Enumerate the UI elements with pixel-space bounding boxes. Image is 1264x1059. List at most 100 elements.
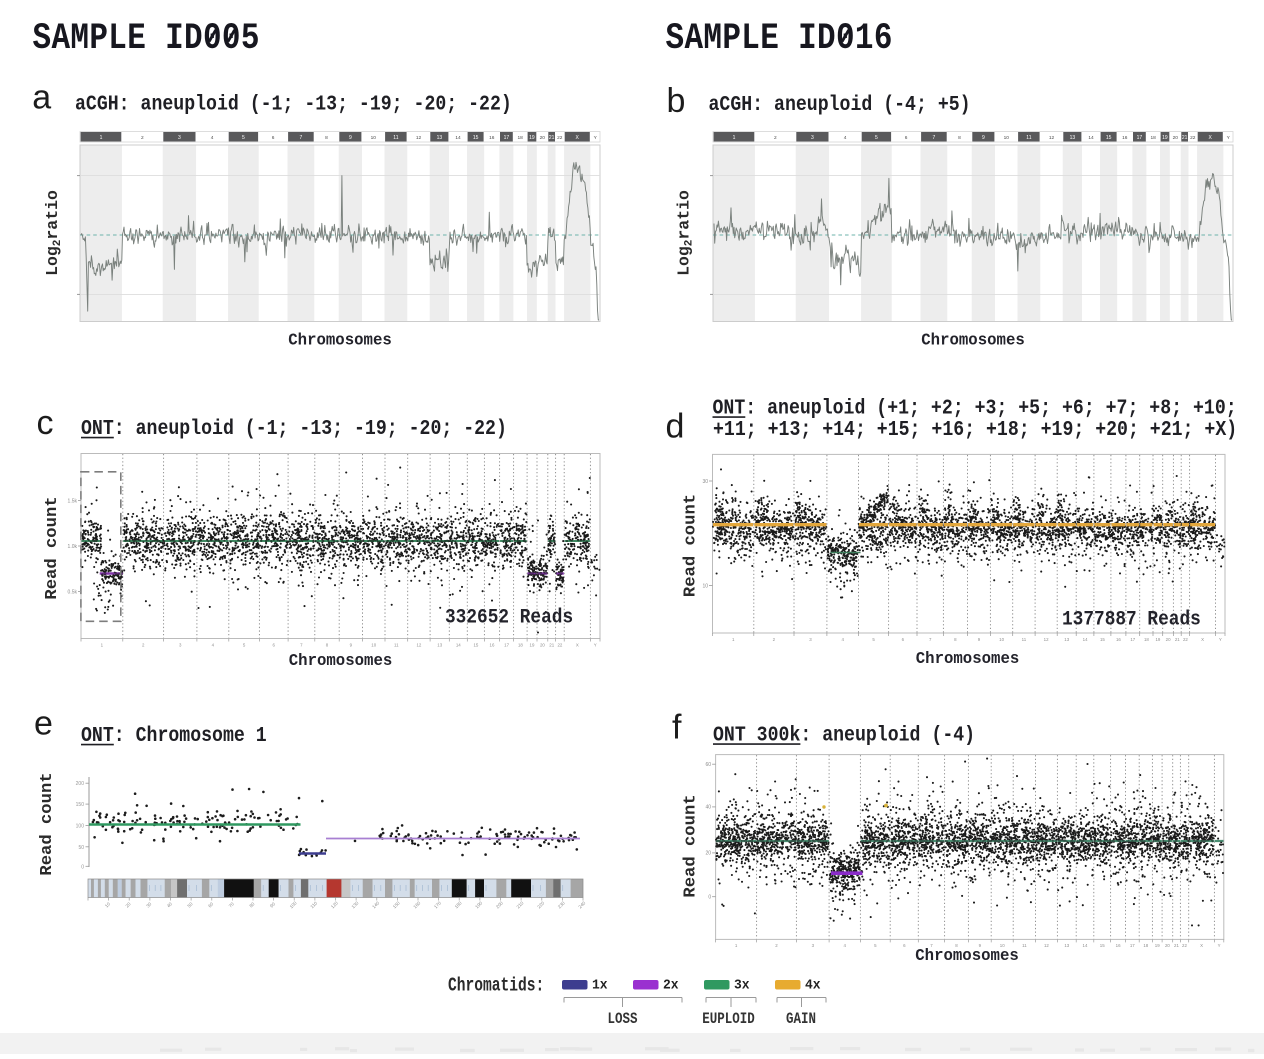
svg-text:60: 60 — [207, 901, 214, 908]
svg-text:f: f — [672, 709, 682, 747]
svg-text:17: 17 — [1130, 943, 1135, 948]
svg-text:22: 22 — [1182, 943, 1187, 948]
svg-text:11: 11 — [1022, 943, 1027, 948]
svg-text:14: 14 — [1083, 637, 1088, 642]
svg-text:20: 20 — [1165, 943, 1170, 948]
svg-text:7: 7 — [929, 637, 932, 642]
svg-text:3x: 3x — [734, 977, 750, 992]
svg-text:2: 2 — [774, 135, 777, 141]
svg-text:13: 13 — [1070, 135, 1076, 141]
svg-text:Log2ratio: Log2ratio — [675, 190, 696, 276]
svg-text:9: 9 — [982, 135, 985, 141]
svg-text:16: 16 — [1122, 135, 1128, 141]
svg-text:4: 4 — [843, 943, 846, 948]
svg-text:21: 21 — [1182, 135, 1188, 141]
svg-text:ONT: Chromosome 1: ONT: Chromosome 1 — [81, 724, 267, 747]
svg-text:240: 240 — [577, 900, 586, 909]
svg-text:20: 20 — [125, 901, 132, 908]
svg-text:0: 0 — [81, 864, 84, 870]
svg-text:Log2ratio: Log2ratio — [43, 190, 64, 276]
svg-text:160: 160 — [412, 900, 421, 909]
svg-text:1: 1 — [100, 135, 103, 141]
svg-text:17: 17 — [1130, 637, 1135, 642]
svg-text:15: 15 — [473, 135, 479, 141]
svg-text:210: 210 — [516, 900, 525, 909]
svg-text:1x: 1x — [592, 977, 608, 992]
svg-text:Y: Y — [1218, 943, 1221, 948]
svg-text:12: 12 — [1044, 637, 1049, 642]
svg-text:3: 3 — [178, 135, 181, 141]
svg-text:3: 3 — [179, 643, 182, 648]
svg-text:10: 10 — [999, 637, 1004, 642]
svg-text:2x: 2x — [663, 977, 679, 992]
svg-text:17: 17 — [1137, 135, 1143, 141]
svg-text:13: 13 — [437, 643, 442, 648]
svg-text:4: 4 — [211, 135, 214, 141]
svg-text:b: b — [667, 82, 686, 120]
svg-text:3: 3 — [811, 135, 814, 141]
svg-text:7: 7 — [930, 943, 933, 948]
svg-text:11: 11 — [393, 135, 398, 141]
svg-text:18: 18 — [1143, 943, 1148, 948]
svg-text:+11; +13; +14; +15; +16; +18;: +11; +13; +14; +15; +16; +18; +19; +20; … — [713, 418, 1237, 441]
svg-text:15: 15 — [1100, 637, 1105, 642]
svg-text:X: X — [1200, 943, 1203, 948]
svg-text:14: 14 — [456, 643, 461, 648]
svg-text:19: 19 — [529, 135, 535, 141]
svg-text:5: 5 — [242, 135, 245, 141]
svg-text:80: 80 — [248, 901, 255, 908]
svg-text:13: 13 — [1064, 943, 1069, 948]
svg-text:14: 14 — [1083, 943, 1088, 948]
svg-text:Chromosomes: Chromosomes — [288, 331, 392, 349]
svg-text:180: 180 — [454, 900, 463, 909]
svg-text:a: a — [32, 78, 51, 116]
svg-text:110: 110 — [309, 900, 318, 909]
svg-text:130: 130 — [351, 900, 360, 909]
svg-text:332652 Reads: 332652 Reads — [445, 605, 573, 628]
svg-text:2: 2 — [141, 135, 144, 141]
svg-text:Chromatids:: Chromatids: — [448, 976, 544, 997]
svg-text:40: 40 — [166, 901, 173, 908]
svg-text:40: 40 — [706, 805, 712, 811]
svg-text:4: 4 — [212, 643, 215, 648]
svg-text:8: 8 — [954, 637, 957, 642]
svg-text:21: 21 — [549, 135, 555, 141]
svg-text:19: 19 — [530, 643, 535, 648]
svg-text:4: 4 — [844, 135, 847, 141]
svg-text:18: 18 — [1151, 135, 1157, 141]
svg-text:Read count: Read count — [682, 794, 701, 897]
svg-text:2: 2 — [142, 643, 145, 648]
svg-text:200: 200 — [76, 781, 85, 787]
svg-text:7: 7 — [300, 135, 303, 141]
svg-text:1.0k: 1.0k — [68, 544, 78, 550]
svg-text:20: 20 — [1166, 637, 1171, 642]
svg-text:22: 22 — [557, 135, 563, 141]
svg-text:9: 9 — [350, 643, 353, 648]
svg-text:Chromosomes: Chromosomes — [915, 947, 1019, 965]
svg-text:100: 100 — [76, 824, 85, 830]
svg-text:6: 6 — [902, 637, 905, 642]
svg-text:8: 8 — [955, 943, 958, 948]
svg-text:19: 19 — [1155, 637, 1160, 642]
svg-text:X: X — [1209, 135, 1213, 141]
svg-text:22: 22 — [1183, 637, 1188, 642]
svg-text:1377887 Reads: 1377887 Reads — [1062, 607, 1201, 630]
svg-text:5: 5 — [872, 637, 875, 642]
svg-text:X: X — [576, 135, 580, 141]
svg-text:Y: Y — [1219, 637, 1222, 642]
svg-text:ONT 300k: aneuploid (-4): ONT 300k: aneuploid (-4) — [713, 723, 975, 746]
svg-text:d: d — [666, 408, 685, 446]
svg-text:50: 50 — [186, 901, 193, 908]
svg-text:15: 15 — [473, 643, 478, 648]
svg-text:14: 14 — [1088, 135, 1094, 141]
svg-text:140: 140 — [371, 900, 380, 909]
svg-text:0.5k: 0.5k — [68, 589, 78, 595]
svg-text:9: 9 — [979, 943, 982, 948]
svg-text:11: 11 — [1022, 637, 1027, 642]
svg-text:0: 0 — [708, 895, 711, 901]
svg-text:1: 1 — [101, 643, 104, 648]
svg-text:22: 22 — [1190, 135, 1196, 141]
svg-text:100: 100 — [289, 900, 298, 909]
svg-text:50: 50 — [78, 845, 84, 851]
svg-text:6: 6 — [272, 643, 275, 648]
